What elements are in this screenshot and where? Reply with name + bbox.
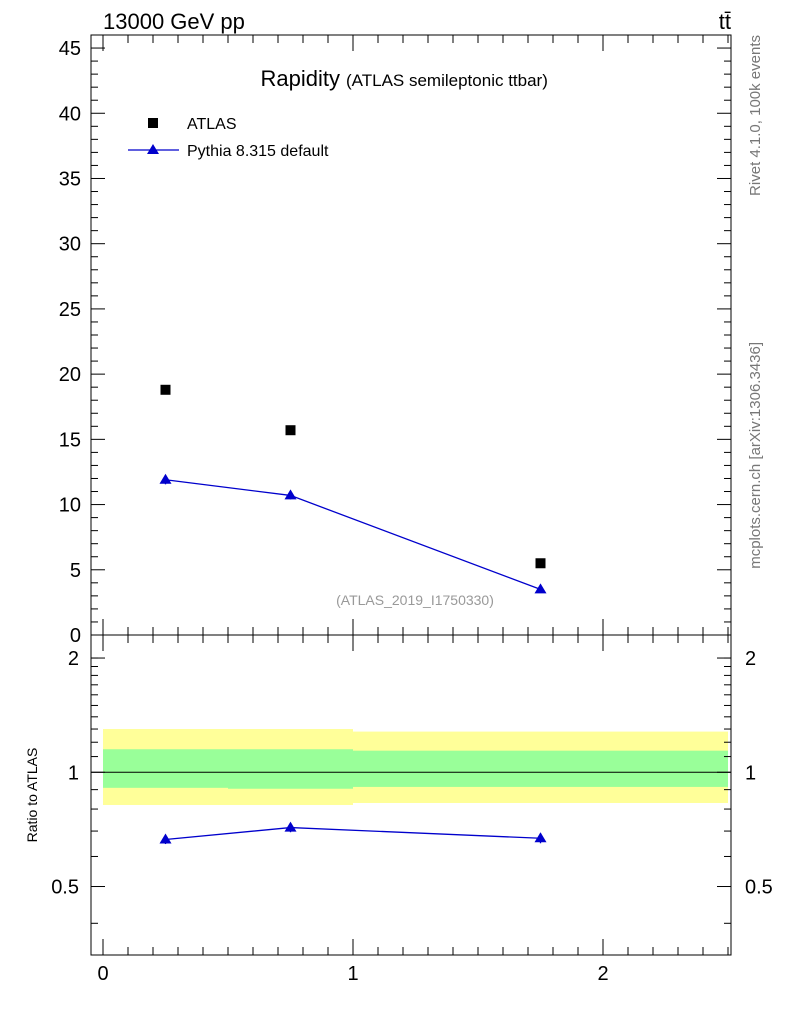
atlas-data-point <box>535 558 546 569</box>
ratio-y-tick-label-right: 2 <box>745 648 756 670</box>
main-panel: Rapidity (ATLAS semileptonic ttbar) (ATL… <box>59 34 732 647</box>
ratio-y-label: Ratio to ATLAS <box>24 748 40 843</box>
rivet-version-label: Rivet 4.1.0, 100k events <box>747 35 764 196</box>
ratio-plot-frame <box>90 634 732 956</box>
pythia-data-point <box>534 583 547 594</box>
ratio-bands <box>103 729 728 805</box>
ratio-y-tick-label-right: 0.5 <box>745 877 773 899</box>
pythia-line <box>165 479 541 590</box>
ratio-panel: 0.5 0.5 1 1 2 2 0 1 2 Ratio to ATLAS <box>24 634 773 985</box>
energy-label: 13000 GeV pp <box>103 9 245 34</box>
ratio-x-tick-label: 0 <box>97 963 108 985</box>
legend-atlas-marker <box>148 118 158 128</box>
legend: ATLAS Pythia 8.315 default <box>128 116 329 160</box>
main-series <box>159 384 547 594</box>
stat-uncertainty-band <box>103 749 228 788</box>
legend-pythia-label: Pythia 8.315 default <box>187 143 329 160</box>
pythia-data-point <box>159 473 172 484</box>
atlas-data-point <box>160 384 171 395</box>
main-y-tick-label: 5 <box>70 560 81 582</box>
main-y-tick-label: 0 <box>70 625 81 647</box>
main-y-tick-label: 45 <box>59 38 81 60</box>
plot-subtitle: (ATLAS semileptonic ttbar) <box>346 71 548 90</box>
main-y-tick-label: 15 <box>59 429 81 451</box>
ratio-series <box>159 821 547 845</box>
ratio-y-tick-label: 1 <box>68 762 79 784</box>
main-y-tick-label: 40 <box>59 103 81 125</box>
source-label: mcplots.cern.ch [arXiv:1306.3436] <box>747 342 764 569</box>
legend-atlas-label: ATLAS <box>187 116 237 133</box>
main-y-tick-label: 30 <box>59 234 81 256</box>
main-y-tick-label: 20 <box>59 364 81 386</box>
ratio-y-axis: 0.5 0.5 1 1 2 2 <box>51 648 773 924</box>
stat-uncertainty-band <box>353 750 728 787</box>
stat-uncertainty-band <box>228 749 353 789</box>
ratio-x-axis: 0 1 2 <box>97 635 729 985</box>
plot-title: Rapidity <box>261 66 340 91</box>
pythia-data-point <box>284 489 297 500</box>
main-y-axis: 0 5 10 15 20 25 30 35 40 45 <box>59 34 731 647</box>
ratio-pythia-data-point <box>159 833 172 844</box>
ratio-y-tick-label-right: 1 <box>745 762 756 784</box>
ratio-x-tick-label: 1 <box>347 963 358 985</box>
ratio-y-tick-label: 2 <box>68 648 79 670</box>
legend-pythia-marker <box>147 144 159 154</box>
process-label: tt̄ <box>719 9 731 34</box>
main-x-axis <box>102 35 729 635</box>
atlas-data-point <box>285 425 296 436</box>
main-y-tick-label: 35 <box>59 168 81 190</box>
analysis-label: (ATLAS_2019_I1750330) <box>336 592 494 608</box>
main-y-tick-label: 25 <box>59 299 81 321</box>
ratio-pythia-data-point <box>284 821 297 832</box>
main-y-tick-label: 10 <box>59 495 81 517</box>
ratio-pythia-line <box>165 826 541 841</box>
ratio-pythia-data-point <box>534 832 547 843</box>
ratio-x-tick-label: 2 <box>597 963 608 985</box>
ratio-y-tick-label: 0.5 <box>51 877 79 899</box>
